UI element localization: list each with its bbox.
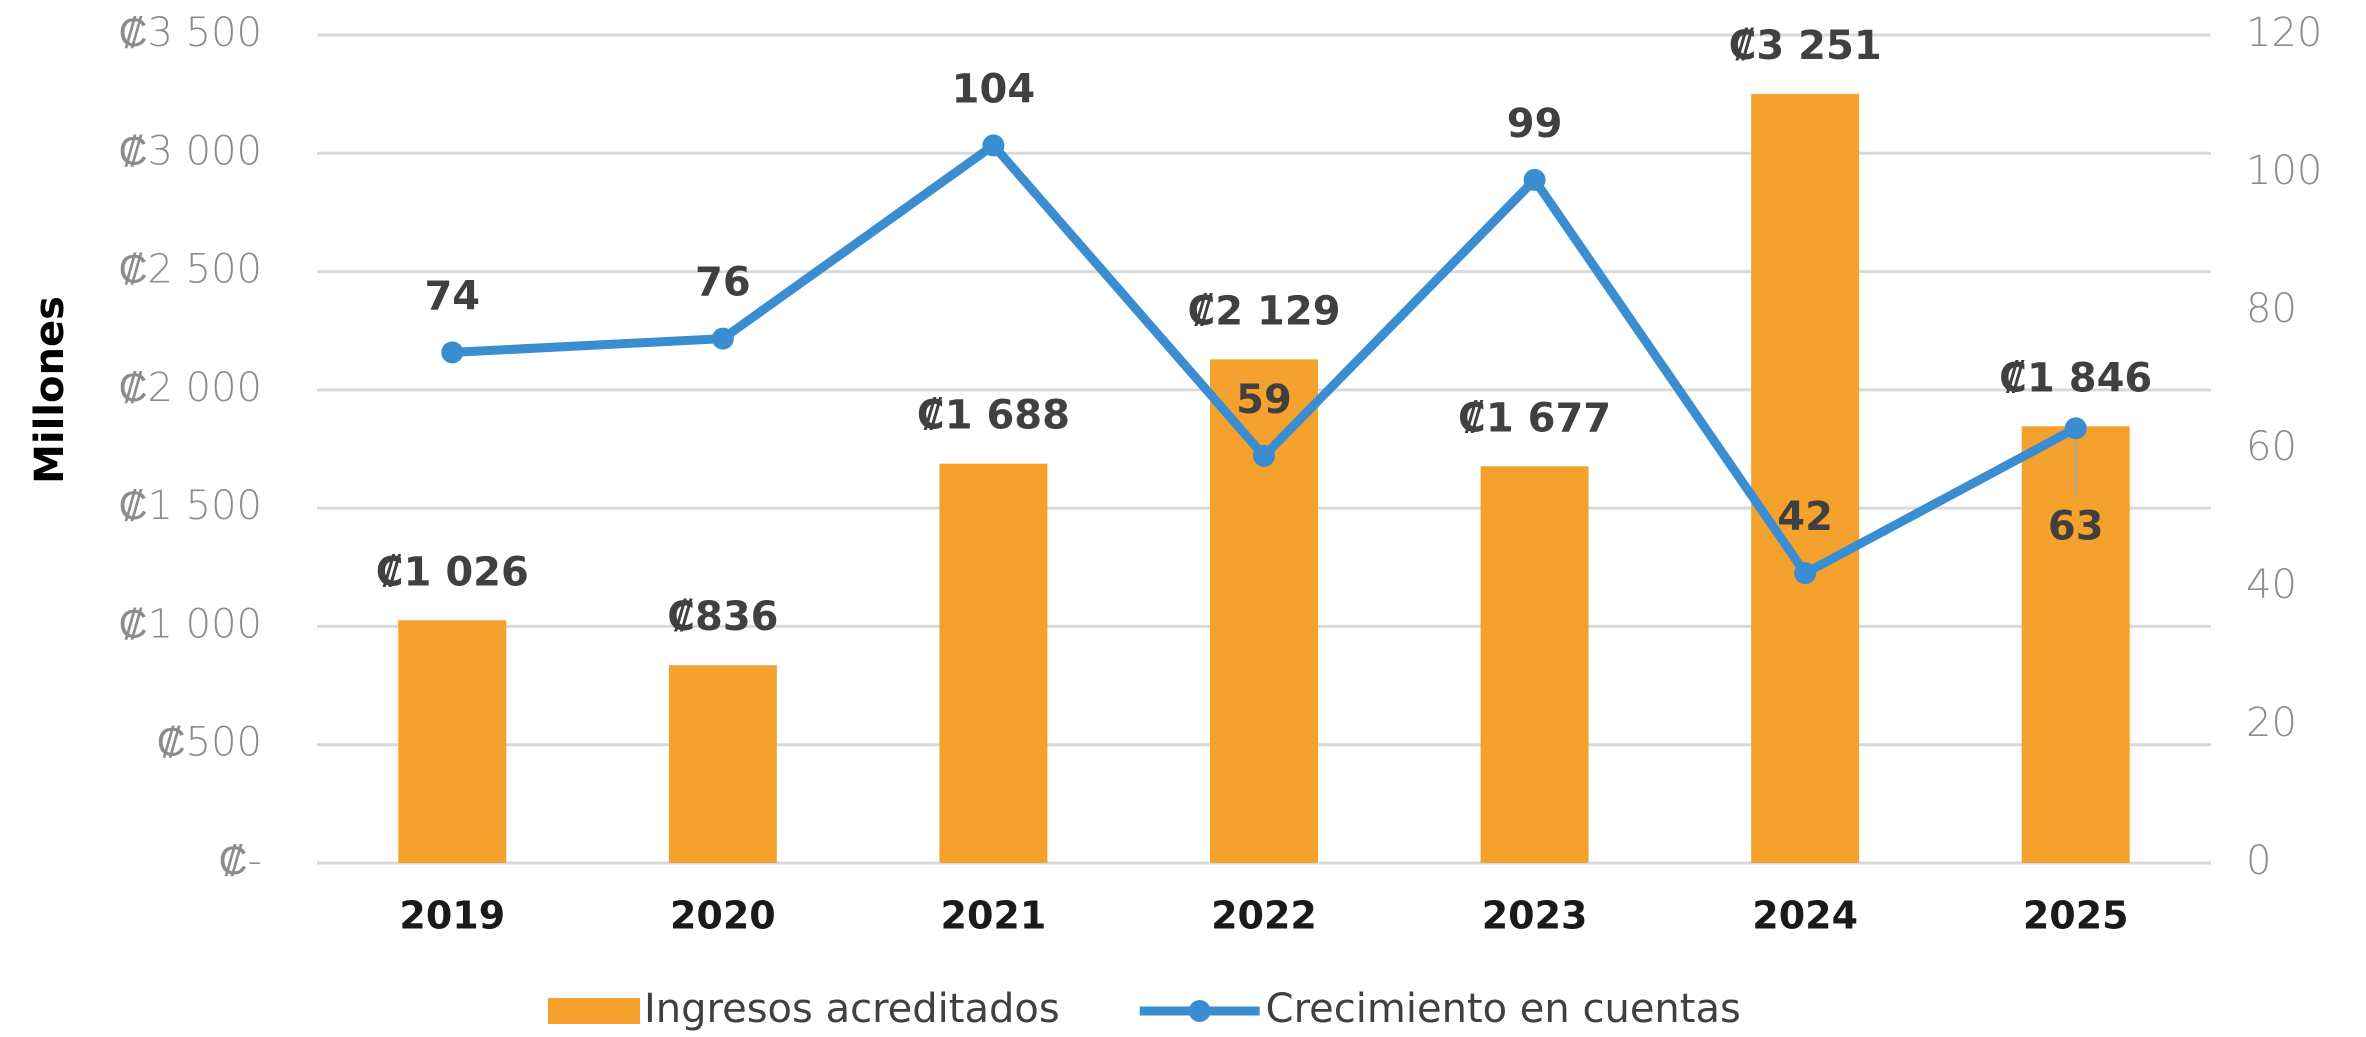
legend-label: Ingresos acreditados bbox=[644, 986, 1060, 1032]
legend-swatch bbox=[548, 998, 640, 1024]
line-value-label: 76 bbox=[695, 260, 751, 306]
bar bbox=[398, 620, 507, 863]
line-point bbox=[1794, 562, 1817, 585]
x-tick-label: 2020 bbox=[670, 894, 776, 938]
line-value-label: 59 bbox=[1236, 377, 1292, 423]
bar bbox=[1751, 93, 1860, 863]
line-value-label: 42 bbox=[1777, 494, 1833, 540]
y-tick-label: ₡1 000 bbox=[119, 601, 262, 647]
bar bbox=[1210, 359, 1318, 863]
bar bbox=[1480, 466, 1589, 863]
x-tick-label: 2019 bbox=[399, 894, 505, 938]
y-tick-label: ₡500 bbox=[157, 720, 262, 766]
legend-label: Crecimiento en cuentas bbox=[1266, 986, 1741, 1032]
x-tick-label: 2021 bbox=[941, 894, 1047, 938]
y2-tick-label: 100 bbox=[2246, 148, 2322, 194]
y2-tick-label: 120 bbox=[2246, 10, 2322, 56]
x-tick-label: 2022 bbox=[1211, 894, 1317, 938]
x-tick-label: 2023 bbox=[1482, 894, 1588, 938]
bar bbox=[668, 665, 777, 863]
y-axis-label: Millones bbox=[27, 296, 73, 484]
line-value-label: 104 bbox=[952, 66, 1036, 112]
y2-tick-label: 20 bbox=[2246, 700, 2297, 746]
bar bbox=[939, 463, 1048, 863]
bar-value-label: ₡3 251 bbox=[1729, 23, 1882, 69]
y-tick-label: ₡2 000 bbox=[119, 365, 262, 411]
bar-value-label: ₡2 129 bbox=[1187, 288, 1340, 334]
y2-tick-label: 40 bbox=[2246, 562, 2297, 608]
bar-value-label: ₡1 677 bbox=[1458, 395, 1611, 441]
line-point bbox=[711, 327, 734, 350]
x-tick-label: 2024 bbox=[1752, 894, 1858, 938]
y2-tick-label: 0 bbox=[2246, 838, 2271, 884]
y2-tick-label: 60 bbox=[2246, 424, 2297, 470]
line-point bbox=[1253, 444, 1275, 467]
y-tick-label: ₡2 500 bbox=[119, 247, 262, 293]
y-tick-label: ₡- bbox=[219, 838, 262, 884]
y2-tick-label: 80 bbox=[2246, 286, 2297, 332]
line-point bbox=[1523, 168, 1546, 191]
y-tick-label: ₡1 500 bbox=[119, 483, 262, 529]
line-point bbox=[982, 134, 1005, 157]
line-value-label: 63 bbox=[2048, 503, 2104, 549]
x-tick-label: 2025 bbox=[2023, 894, 2129, 938]
bar-value-label: ₡1 026 bbox=[376, 549, 529, 595]
y-tick-label: ₡3 000 bbox=[119, 128, 262, 174]
line-point bbox=[441, 341, 464, 364]
bar-value-label: ₡1 846 bbox=[1999, 355, 2152, 401]
bar bbox=[2021, 426, 2130, 863]
bar-value-label: ₡1 688 bbox=[917, 393, 1070, 439]
line-value-label: 99 bbox=[1507, 101, 1563, 147]
bar-value-label: ₡836 bbox=[667, 594, 778, 640]
y-tick-label: ₡3 500 bbox=[119, 10, 262, 56]
line-value-label: 74 bbox=[424, 273, 480, 319]
line-point bbox=[2064, 417, 2087, 440]
legend-swatch bbox=[1188, 1000, 1211, 1022]
